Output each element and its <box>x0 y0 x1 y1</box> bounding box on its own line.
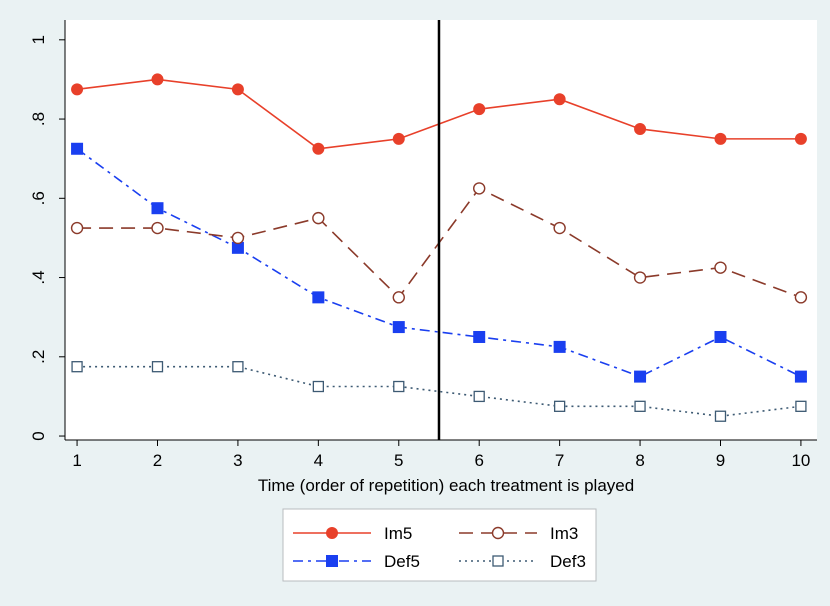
point-def3-9 <box>714 410 727 422</box>
point-im5-3 <box>231 83 244 96</box>
point-im3-2 <box>151 221 164 235</box>
y-tick-label-4: .8 <box>29 112 48 126</box>
x-tick-label-1: 2 <box>153 451 162 470</box>
x-tick-label-7: 8 <box>635 451 644 470</box>
y-tick-label-2: .4 <box>29 270 48 284</box>
x-tick-label-2: 3 <box>233 451 242 470</box>
legend-label-im5: Im5 <box>384 524 412 543</box>
y-tick-label-0: 0 <box>29 431 48 440</box>
x-tick-label-6: 7 <box>555 451 564 470</box>
point-def5-3 <box>231 241 244 254</box>
y-axis: 0 .2 .4 .6 .8 1 <box>29 20 66 441</box>
point-im3-1 <box>70 221 84 235</box>
point-im3-5 <box>392 291 405 304</box>
point-im5-1 <box>71 83 84 96</box>
point-def5-6 <box>473 330 486 343</box>
point-def3-7 <box>553 400 566 412</box>
series-line-def5 <box>76 148 802 378</box>
y-tick-label-1: .2 <box>29 350 48 364</box>
point-im5-9 <box>714 132 727 145</box>
x-axis-title: Time (order of repetition) each treatmen… <box>258 476 634 495</box>
point-im5-2 <box>151 73 164 86</box>
legend-marker-im5 <box>326 527 338 539</box>
legend-item-def3: Def3 <box>459 552 586 571</box>
point-def5-8 <box>634 370 647 383</box>
point-im5-8 <box>634 122 647 135</box>
x-tick-label-5: 6 <box>474 451 483 470</box>
point-def3-3 <box>232 361 244 373</box>
point-def5-7 <box>553 340 566 353</box>
point-def3-6 <box>473 390 485 403</box>
point-im3-8 <box>633 271 647 284</box>
legend-item-im3: Im3 <box>459 524 578 543</box>
point-def5-5 <box>392 321 405 334</box>
series-layer <box>70 73 808 422</box>
point-def3-5 <box>393 380 405 393</box>
point-im5-4 <box>312 142 325 155</box>
point-im5-6 <box>473 103 486 116</box>
x-axis: 1 2 3 4 5 6 7 8 9 10 <box>65 439 817 470</box>
point-im5-7 <box>553 93 566 106</box>
legend-marker-def5 <box>326 555 338 567</box>
y-tick-label-5: 1 <box>29 35 48 44</box>
point-def3-2 <box>151 361 164 373</box>
point-im3-9 <box>714 261 727 274</box>
point-def3-4 <box>312 380 324 393</box>
point-im5-10 <box>794 132 807 145</box>
point-im3-3 <box>231 231 245 245</box>
plot-area <box>65 20 817 440</box>
point-im5-5 <box>392 132 405 145</box>
legend-label-def3: Def3 <box>550 552 586 571</box>
point-def3-1 <box>71 361 83 373</box>
legend-marker-im3 <box>491 526 505 540</box>
legend: Im5 Im3 Def5 Def3 <box>282 508 597 582</box>
x-tick-label-8: 9 <box>716 451 725 470</box>
x-tick-label-9: 10 <box>791 451 810 470</box>
legend-marker-def3 <box>492 555 504 567</box>
point-im3-7 <box>553 221 566 235</box>
x-tick-label-4: 5 <box>394 451 403 470</box>
point-def5-4 <box>312 291 325 304</box>
legend-item-im5: Im5 <box>293 524 412 543</box>
series-def3 <box>71 361 807 422</box>
legend-label-im3: Im3 <box>550 524 578 543</box>
series-def5 <box>71 142 807 383</box>
y-tick-label-3: .6 <box>29 191 48 205</box>
legend-label-def5: Def5 <box>384 552 420 571</box>
point-def5-1 <box>71 142 84 155</box>
point-def3-10 <box>795 400 807 412</box>
point-im3-10 <box>794 291 808 304</box>
point-im3-6 <box>473 182 486 195</box>
x-tick-label-0: 1 <box>72 451 81 470</box>
x-tick-label-3: 4 <box>314 451 323 470</box>
legend-box <box>282 508 597 582</box>
point-im3-4 <box>312 211 325 225</box>
point-def5-10 <box>794 370 807 383</box>
legend-item-def5: Def5 <box>293 552 420 571</box>
series-line-def3 <box>77 365 802 418</box>
point-def5-9 <box>714 330 727 343</box>
point-def5-2 <box>151 202 164 215</box>
point-def3-8 <box>634 400 646 412</box>
